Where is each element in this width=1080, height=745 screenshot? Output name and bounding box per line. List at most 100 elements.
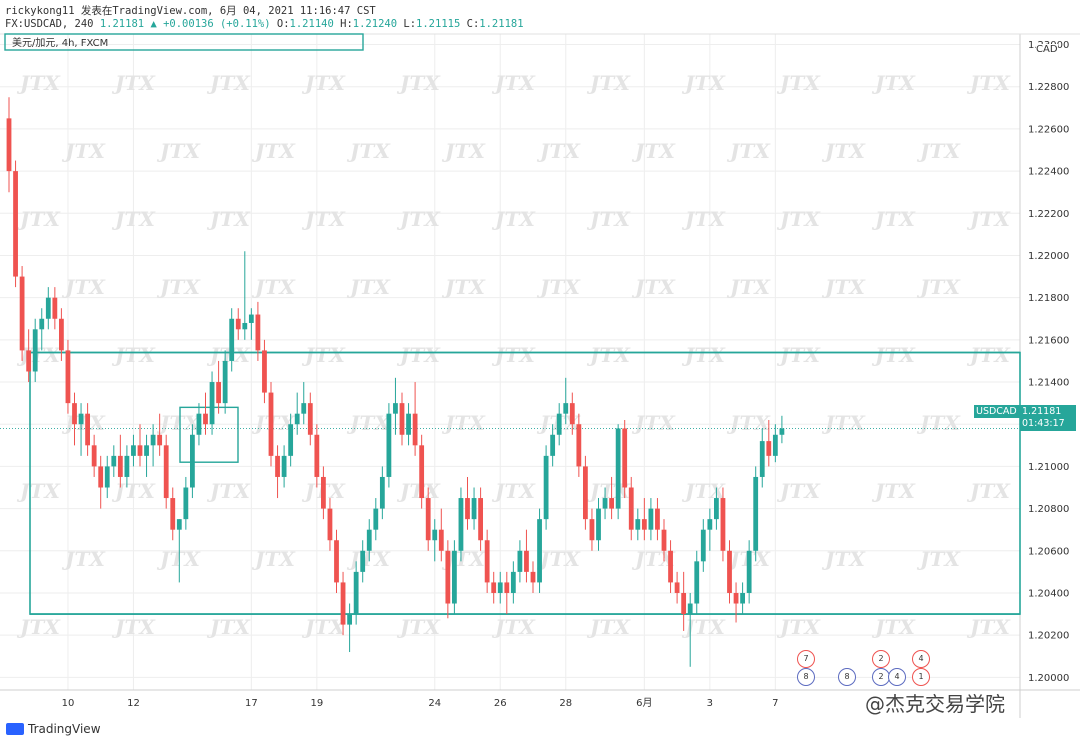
candle bbox=[307, 392, 313, 446]
candle bbox=[746, 540, 752, 604]
watermark-text: JTX bbox=[871, 615, 916, 639]
candle bbox=[537, 508, 542, 593]
close-label: C: bbox=[466, 18, 480, 30]
event-us-icon[interactable]: 8 bbox=[838, 668, 856, 686]
time-axis[interactable]: 10 12 17 19 24 26 28 6月 3 7 bbox=[62, 697, 779, 709]
watermark-text: JTX bbox=[16, 207, 61, 231]
candle-body bbox=[45, 297, 51, 319]
candle bbox=[222, 350, 228, 414]
candle bbox=[294, 392, 300, 435]
watermark-text: JTX bbox=[111, 479, 156, 503]
candle bbox=[687, 592, 693, 667]
watermark-text: JTX bbox=[586, 343, 631, 367]
candle-body bbox=[39, 318, 45, 330]
candle-body bbox=[694, 561, 700, 604]
candle bbox=[366, 519, 372, 562]
candle bbox=[150, 424, 156, 467]
candle bbox=[733, 582, 739, 623]
candle bbox=[622, 420, 628, 499]
symbol-label[interactable]: FX:USDCAD, 240 bbox=[5, 18, 94, 30]
candle-body bbox=[209, 382, 215, 425]
event-ca-icon[interactable]: 4 bbox=[912, 650, 930, 668]
candle bbox=[281, 445, 287, 488]
candle bbox=[288, 413, 294, 467]
candle bbox=[235, 308, 241, 340]
event-us-icon[interactable]: 4 bbox=[888, 668, 906, 686]
candle-body bbox=[609, 498, 614, 509]
candle bbox=[510, 561, 516, 604]
candle-body bbox=[602, 498, 608, 509]
watermark-text: JTX bbox=[301, 207, 346, 231]
candle-body bbox=[452, 550, 457, 604]
candle bbox=[694, 550, 700, 615]
candle-body bbox=[779, 428, 785, 435]
watermark-text: JTX bbox=[491, 71, 536, 95]
candle-body bbox=[543, 455, 549, 520]
candle-body bbox=[163, 445, 169, 499]
candle-body bbox=[59, 318, 64, 351]
candle bbox=[661, 519, 667, 562]
y-tick-label: 1.21400 bbox=[1028, 378, 1069, 389]
event-ca-icon[interactable]: 2 bbox=[872, 650, 890, 668]
candle-body bbox=[190, 434, 195, 488]
watermark-text: JTX bbox=[776, 479, 821, 503]
watermark-text: JTX bbox=[251, 139, 296, 163]
candle bbox=[478, 487, 483, 551]
candle bbox=[52, 287, 58, 330]
watermark-text: JTX bbox=[966, 615, 1011, 639]
watermark-text: JTX bbox=[916, 547, 961, 571]
x-tick-label: 10 bbox=[62, 698, 75, 709]
candle-body bbox=[353, 571, 359, 615]
candle-body bbox=[661, 529, 667, 551]
candle-body bbox=[366, 529, 372, 551]
candle bbox=[583, 455, 588, 530]
candle-body bbox=[262, 350, 267, 393]
watermark-text: JTX bbox=[346, 411, 391, 435]
watermark-text: JTX bbox=[726, 411, 771, 435]
watermark-text: JTX bbox=[536, 275, 581, 299]
candle-body bbox=[759, 441, 765, 477]
x-tick-label: 12 bbox=[127, 698, 140, 709]
candle-body bbox=[622, 428, 628, 488]
candle bbox=[550, 424, 556, 467]
candle bbox=[268, 382, 274, 467]
candle-body bbox=[497, 582, 503, 593]
symbol-price-tag: USDCAD bbox=[974, 405, 1022, 418]
event-ca-icon[interactable]: 7 bbox=[797, 650, 815, 668]
event-ca-icon[interactable]: 1 bbox=[912, 668, 930, 686]
tradingview-logo[interactable]: TradingView bbox=[6, 722, 101, 736]
watermark-text: JTX bbox=[111, 615, 156, 639]
candle-body bbox=[419, 445, 425, 499]
candle bbox=[740, 582, 745, 615]
candle-body bbox=[314, 434, 320, 477]
y-tick-label: 1.22000 bbox=[1028, 251, 1069, 262]
candle-body bbox=[510, 571, 516, 593]
candle-body bbox=[740, 592, 745, 604]
x-tick-label: 17 bbox=[245, 698, 258, 709]
candle-body bbox=[569, 403, 575, 425]
candle bbox=[314, 424, 320, 488]
candle-body bbox=[235, 318, 241, 330]
candle-body bbox=[379, 476, 385, 509]
watermark-text: JTX bbox=[586, 615, 631, 639]
price-change: ▲ +0.00136 (+0.11%) bbox=[150, 18, 271, 30]
watermark-text: JTX bbox=[491, 479, 536, 503]
event-us-icon[interactable]: 8 bbox=[797, 668, 815, 686]
candle-body bbox=[85, 413, 90, 446]
candle-body bbox=[674, 582, 680, 593]
candle-body bbox=[445, 550, 451, 604]
candle-body bbox=[714, 498, 719, 520]
candle bbox=[373, 498, 379, 541]
price-axis[interactable]: 1.20000 1.20200 1.20400 1.20600 1.20800 1.210… bbox=[1028, 40, 1069, 684]
candle-body bbox=[288, 424, 294, 456]
candle bbox=[301, 382, 307, 425]
candle bbox=[484, 529, 490, 593]
candle-body bbox=[432, 529, 438, 541]
watermark-text: JTX bbox=[681, 71, 726, 95]
y-tick-label: 1.20600 bbox=[1028, 546, 1069, 557]
candle-body bbox=[687, 603, 693, 615]
watermark-text: JTX bbox=[871, 207, 916, 231]
watermark-text: JTX bbox=[681, 615, 726, 639]
candle bbox=[727, 540, 732, 604]
candle-body bbox=[746, 550, 752, 593]
